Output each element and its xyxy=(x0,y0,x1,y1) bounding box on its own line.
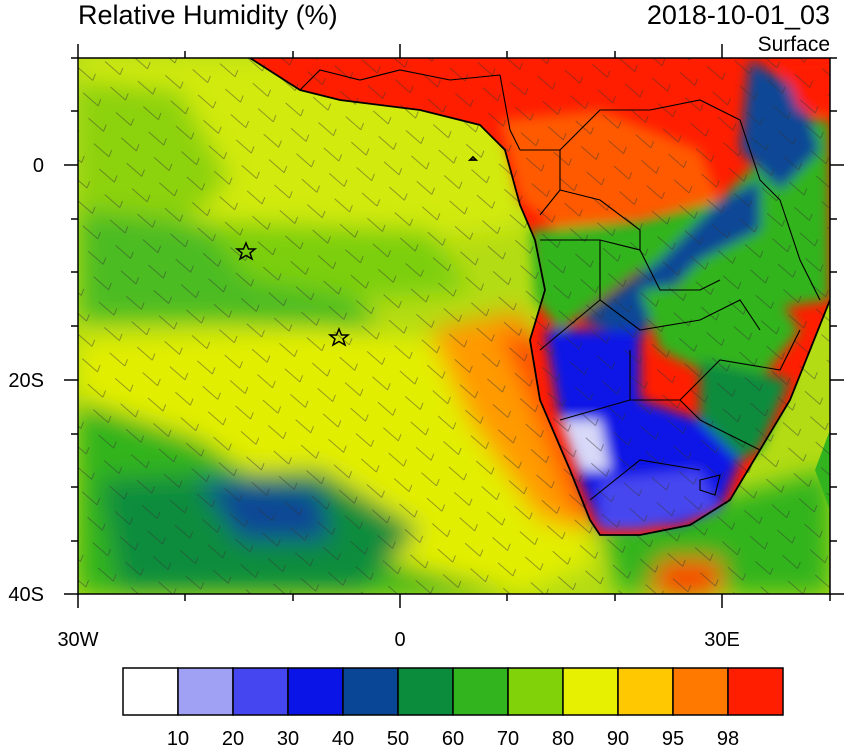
wind-barbs xyxy=(78,58,830,594)
colorbar-swatch xyxy=(727,667,784,716)
y-tick-label: 40S xyxy=(8,584,44,606)
y-tick-label: 20S xyxy=(8,370,44,392)
x-tick-labels: 30W 0 30E xyxy=(57,629,739,651)
colorbar-swatch xyxy=(617,667,674,716)
star-marker-1 xyxy=(234,241,258,261)
colorbar-label: 70 xyxy=(497,728,519,750)
colorbar-swatch xyxy=(122,667,179,716)
colorbar-label: 80 xyxy=(552,728,574,750)
x-tick-label: 30E xyxy=(704,629,740,651)
colorbar-swatch xyxy=(672,667,729,716)
colorbar-label: 10 xyxy=(167,728,189,750)
colorbar-label: 50 xyxy=(387,728,409,750)
colorbar-swatch xyxy=(342,667,399,716)
valid-time: 2018-10-01_03 xyxy=(646,0,830,30)
colorbar-swatch xyxy=(562,667,619,716)
colorbar-swatch xyxy=(507,667,564,716)
colorbar-label: 60 xyxy=(442,728,464,750)
colorbar-label: 30 xyxy=(277,728,299,750)
colorbar-label: 98 xyxy=(717,728,739,750)
plot-area xyxy=(78,58,830,594)
colorbar-swatch xyxy=(177,667,234,716)
colorbar-label: 90 xyxy=(607,728,629,750)
y-tick-labels: 0 20S 40S xyxy=(8,155,44,606)
y-tick-label: 0 xyxy=(33,155,44,177)
x-tick-label: 30W xyxy=(57,629,98,651)
x-tick-label: 0 xyxy=(394,629,405,651)
coastline xyxy=(249,58,830,536)
colorbar-swatch xyxy=(452,667,509,716)
colorbar-swatch xyxy=(232,667,289,716)
colorbar-swatch xyxy=(287,667,344,716)
colorbar-label: 95 xyxy=(662,728,684,750)
colorbar-label: 40 xyxy=(332,728,354,750)
star-markers xyxy=(234,241,351,347)
colorbar-swatch xyxy=(397,667,454,716)
colorbar: 10 20 30 40 50 60 70 80 90 95 98 xyxy=(122,667,784,750)
colorbar-label: 20 xyxy=(222,728,244,750)
star-marker-2 xyxy=(327,327,351,347)
map-title: Relative Humidity (%) xyxy=(78,0,338,30)
tick-marks xyxy=(64,44,844,608)
country-borders xyxy=(299,69,821,501)
level-label: Surface xyxy=(757,33,830,56)
